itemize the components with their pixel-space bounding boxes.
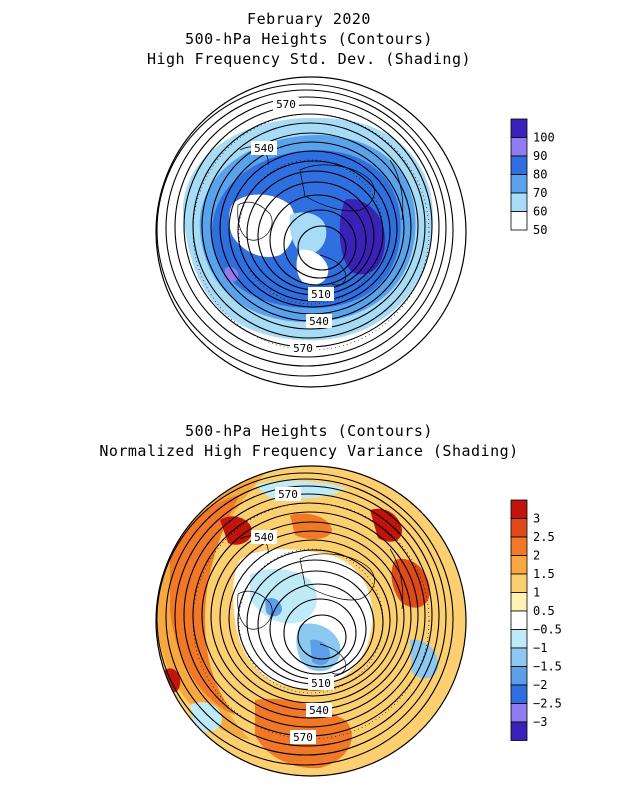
- map2-title-contours: 500-hPa Heights (Contours): [185, 422, 433, 440]
- top-contour-label-510: 510: [311, 288, 331, 301]
- bottom-contour-label-540-south: 540: [309, 704, 329, 717]
- bottom-colorbar-label: 2.5: [533, 530, 555, 544]
- bottom-colorbar-label: −0.5: [533, 623, 562, 637]
- bottom-colorbar-label: 1.5: [533, 567, 555, 581]
- top-colorbar: 100 90 80 70 60 50: [510, 118, 555, 237]
- bottom-colorbar-label: 0.5: [533, 604, 555, 618]
- top-polar-map: 570 540 510 540 570: [155, 76, 467, 388]
- bottom-colorbar-swatch: [510, 703, 528, 723]
- bottom-colorbar-swatch: [510, 610, 528, 630]
- bottom-colorbar-label: 2: [533, 549, 540, 563]
- bottom-colorbar: 3 2.5 2 1.5 1 0.5 −0.5 −1 −1.5 −2 −2.5 −3: [510, 499, 562, 741]
- bottom-colorbar-swatch: [510, 518, 528, 538]
- bottom-colorbar-label: −1: [533, 641, 547, 655]
- bottom-contour-label-510: 510: [311, 677, 331, 690]
- bottom-colorbar-swatch: [510, 555, 528, 575]
- bottom-colorbar-label: −1.5: [533, 660, 562, 674]
- bottom-polar-map: 570 540 510 540 570: [155, 465, 467, 777]
- top-contour-label-540-north: 540: [254, 142, 274, 155]
- bottom-colorbar-label: 3: [533, 512, 540, 526]
- top-colorbar-swatch: [510, 155, 528, 175]
- bottom-contour-label-570-north: 570: [278, 488, 298, 501]
- bottom-colorbar-swatch: [510, 592, 528, 612]
- top-colorbar-swatch: [510, 211, 528, 231]
- top-colorbar-swatch: [510, 174, 528, 194]
- bottom-colorbar-swatch: [510, 666, 528, 686]
- bottom-colorbar-label: −2: [533, 678, 547, 692]
- bottom-colorbar-swatch: [510, 647, 528, 667]
- bottom-colorbar-label: 1: [533, 586, 540, 600]
- map-title-date: February 2020: [247, 10, 371, 28]
- top-colorbar-label: 60: [533, 205, 547, 219]
- bottom-map-coastlines: [237, 535, 404, 675]
- bottom-colorbar-swatch: [510, 536, 528, 556]
- top-contour-label-540-south: 540: [309, 315, 329, 328]
- top-colorbar-label: 50: [533, 223, 547, 237]
- top-colorbar-label: 80: [533, 168, 547, 182]
- bottom-colorbar-swatch: [510, 499, 528, 519]
- top-colorbar-swatch: [510, 192, 528, 212]
- bottom-colorbar-swatch: [510, 684, 528, 704]
- bottom-contour-label-570-south: 570: [293, 731, 313, 744]
- bottom-colorbar-swatch: [510, 573, 528, 593]
- bottom-colorbar-label: −3: [533, 715, 547, 729]
- top-colorbar-swatch: [510, 118, 528, 138]
- top-colorbar-label: 90: [533, 149, 547, 163]
- top-contour-label-570-south: 570: [293, 342, 313, 355]
- map-title-contours: 500-hPa Heights (Contours): [185, 30, 433, 48]
- top-colorbar-label: 70: [533, 186, 547, 200]
- map2-title-shading: Normalized High Frequency Variance (Shad…: [99, 442, 519, 460]
- bottom-colorbar-swatch: [510, 721, 528, 741]
- bottom-contour-label-540-north: 540: [254, 531, 274, 544]
- bottom-colorbar-swatch: [510, 629, 528, 649]
- top-colorbar-label: 100: [533, 131, 555, 145]
- top-contour-label-570-north: 570: [276, 98, 296, 111]
- top-colorbar-swatch: [510, 137, 528, 157]
- map-title-shading: High Frequency Std. Dev. (Shading): [146, 50, 472, 68]
- bottom-colorbar-label: −2.5: [533, 697, 562, 711]
